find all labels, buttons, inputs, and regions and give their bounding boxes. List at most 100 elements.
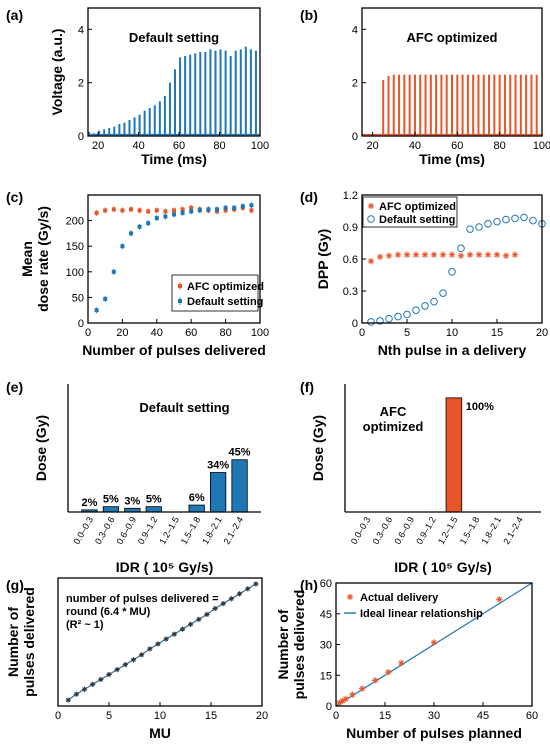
- legend-label: Default setting: [379, 214, 455, 226]
- category-label: 1.2–1.5: [436, 515, 460, 546]
- asterisk-marker: [196, 617, 201, 622]
- y-tick-label: 15: [320, 670, 332, 682]
- data-point: [94, 210, 99, 215]
- data-point: [129, 231, 133, 236]
- x-tick-label: 0: [85, 327, 91, 339]
- legend-marker: [178, 299, 182, 303]
- asterisk-marker: [253, 581, 259, 587]
- pulse-mark: [519, 74, 522, 135]
- pulse-mark: [525, 74, 528, 135]
- x-tick-label: 20: [116, 327, 128, 339]
- legend-label: AFC optimized: [187, 281, 264, 293]
- legend-label: AFC optimized: [379, 201, 456, 213]
- pulse-mark: [451, 74, 453, 135]
- asterisk-marker: [372, 677, 378, 683]
- legend-marker: [367, 215, 375, 223]
- data-point: [163, 209, 168, 214]
- asterisk-marker: [339, 698, 346, 704]
- data-label: 5%: [103, 494, 119, 506]
- panel-e: (e)2%0.0–0.35%0.3–0.63%0.6–0.95%0.9–1.21…: [6, 379, 261, 575]
- legend-label: Ideal linear relationship: [360, 608, 483, 620]
- data-point: [172, 212, 176, 217]
- pulse-mark: [234, 50, 237, 135]
- y-tick-label: 45: [320, 609, 332, 621]
- y-axis-label: Mean: [19, 241, 35, 277]
- data-point: [475, 223, 483, 231]
- asterisk-marker: [395, 252, 401, 258]
- data-point: [529, 216, 537, 225]
- pulse-mark: [118, 124, 121, 135]
- x-tick-label: 45: [477, 710, 489, 722]
- pulse-mark: [194, 53, 197, 135]
- data-point: [484, 220, 492, 228]
- y-tick-label: 2: [352, 78, 358, 90]
- asterisk-marker: [512, 252, 518, 258]
- asterisk-marker: [496, 596, 502, 603]
- data-point: [111, 269, 116, 274]
- pulse-mark: [133, 117, 136, 135]
- x-tick-label: 40: [409, 140, 421, 152]
- x-tick-label: 5: [106, 710, 112, 722]
- x-tick-label: 40: [132, 140, 144, 152]
- asterisk-marker: [237, 591, 242, 596]
- x-tick-label: 100: [251, 140, 269, 152]
- x-tick-label: 80: [219, 327, 231, 339]
- plot-frame: [87, 7, 261, 137]
- asterisk-marker: [343, 696, 349, 702]
- plot-frame: [87, 194, 261, 324]
- pulse-mark: [98, 130, 101, 135]
- x-tick-label: 80: [213, 140, 225, 152]
- pulse-mark: [530, 74, 533, 135]
- data-point: [180, 207, 185, 212]
- x-tick-label: 100: [533, 140, 550, 152]
- x-axis-label: Time (ms): [419, 151, 485, 167]
- data-point: [172, 208, 176, 213]
- y-axis-label: Number of: [275, 609, 291, 679]
- data-point: [367, 318, 375, 326]
- pulse-mark: [93, 133, 96, 135]
- pulse-mark: [445, 74, 448, 135]
- asterisk-marker: [386, 253, 392, 259]
- panel-label: (e): [6, 379, 23, 395]
- pulse-mark: [498, 74, 501, 135]
- x-tick-label: 15: [379, 710, 391, 722]
- data-point: [376, 317, 384, 325]
- x-tick-label: 5: [404, 327, 410, 339]
- x-tick-label: 80: [494, 140, 506, 152]
- panel-h: (h) 0 15 30 45 60 0 15 30 45 60 Number of pulses pl…: [275, 577, 538, 741]
- asterisk-marker: [485, 252, 491, 258]
- x-tick-label: 15: [491, 327, 503, 339]
- chart-title: AFC: [380, 404, 407, 419]
- asterisk-marker: [349, 692, 355, 698]
- asterisk-marker: [212, 606, 218, 611]
- pulse-mark: [382, 80, 385, 135]
- x-tick-label: 100: [251, 327, 269, 339]
- x-tick-label: 30: [428, 710, 440, 722]
- pulse-mark: [472, 74, 475, 135]
- data-point: [180, 210, 185, 215]
- x-tick-label: 10: [446, 327, 458, 339]
- category-label: 0.3–0.6: [371, 515, 395, 546]
- asterisk-marker: [431, 252, 437, 258]
- pulse-mark: [239, 49, 242, 135]
- asterisk-marker: [106, 672, 112, 677]
- y-axis-label: Dose (Gy): [310, 415, 326, 481]
- pulse-mark: [408, 74, 411, 135]
- pulse-mark: [224, 50, 227, 135]
- data-point: [129, 207, 133, 212]
- data-point: [197, 208, 202, 213]
- category-label: 2.1–2.4: [501, 515, 525, 546]
- pulse-mark: [419, 74, 422, 135]
- asterisk-marker: [385, 669, 391, 675]
- pulse-mark: [440, 74, 443, 135]
- x-tick-label: 40: [151, 327, 163, 339]
- x-axis-label: IDR ( 10⁵ Gy/s): [394, 559, 492, 575]
- asterisk-marker: [163, 636, 169, 642]
- bar: [209, 472, 227, 513]
- asterisk-marker: [82, 687, 87, 692]
- data-point: [111, 207, 116, 212]
- data-point: [502, 215, 510, 224]
- pulse-mark: [392, 74, 395, 135]
- asterisk-marker: [476, 252, 482, 258]
- data-point: [430, 297, 438, 306]
